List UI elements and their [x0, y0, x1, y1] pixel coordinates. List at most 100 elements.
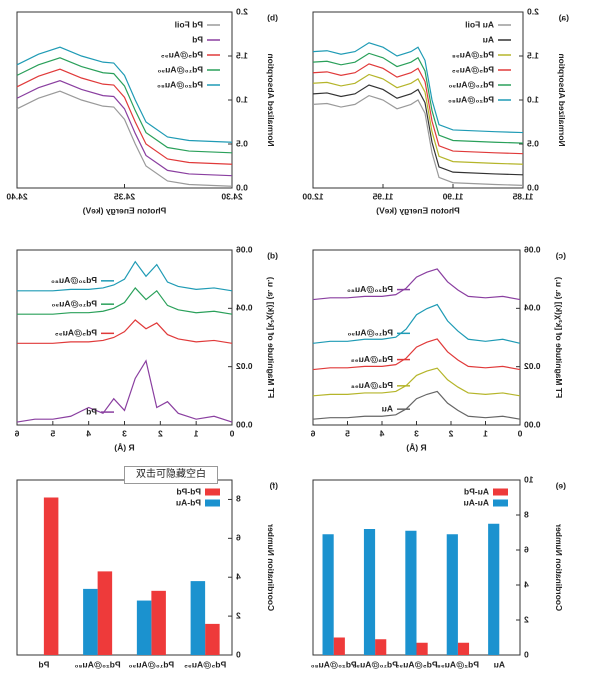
- line-series: [16, 68, 233, 165]
- bar: [136, 600, 152, 655]
- y-tick-label: 1.0: [527, 94, 539, 104]
- legend-swatch: [493, 488, 508, 496]
- line-series: [312, 94, 524, 186]
- x-tick-label: Au: [494, 659, 505, 669]
- mirrored-figure: (a) Normalized Absorption 0.0 0.5 1.0 1.5 2.0 1…: [6, 6, 569, 669]
- legend-label: Pd₂@Au₉₈: [351, 380, 393, 390]
- x-tick-label: Pd₂@Au₉₈: [437, 659, 479, 669]
- legend-label: Pd-Pd: [176, 486, 201, 496]
- x-tick-label: Pd₂₀@Au₈₀: [75, 659, 121, 669]
- bar: [190, 581, 206, 655]
- bar: [333, 637, 345, 655]
- line-series: [312, 73, 524, 165]
- y-tick-label: 1.5: [527, 50, 539, 60]
- panel-label: (f): [269, 480, 278, 490]
- x-tick-label: 24.35: [114, 191, 136, 201]
- y-tick-label: 4: [236, 571, 241, 581]
- line-series: [16, 90, 233, 187]
- y-tick-label: 0.00: [236, 419, 253, 429]
- bar: [97, 571, 113, 655]
- x-tick-label: 5: [50, 428, 55, 438]
- y-axis-title: FT Magnitude of [k²χ(k)] (a. u.): [266, 277, 276, 399]
- y-tick-label: 0: [524, 649, 529, 659]
- legend-label: Au Foil: [465, 19, 494, 29]
- y-tick-label: 0.06: [236, 244, 253, 254]
- panel-label: (d): [267, 250, 278, 260]
- y-tick-label: 0.02: [524, 361, 541, 371]
- y-tick-label: 2: [524, 614, 529, 624]
- y-tick-label: 0: [236, 649, 241, 659]
- y-axis-title: Coordination Number: [266, 523, 276, 611]
- plot-frame: [16, 249, 233, 426]
- legend-label: Pd₅@Au₉₅: [351, 354, 393, 364]
- legend-label: Pd₂@Au₉₈: [452, 49, 494, 59]
- x-tick-label: 24.40: [6, 191, 28, 201]
- x-tick-label: Pd: [38, 659, 49, 669]
- line-series: [312, 63, 524, 155]
- legend-label: Au-Au: [464, 497, 490, 507]
- x-tick-label: Pd₅@Au₉₅: [184, 659, 226, 669]
- tooltip[interactable]: 双击可隐藏空白: [124, 466, 218, 484]
- legend-label: Pd₅@Au₉₅: [452, 64, 494, 74]
- y-tick-label: 1.0: [236, 94, 248, 104]
- bar: [151, 590, 166, 655]
- legend-label: Pd₁₀@Au₉₀: [51, 298, 97, 308]
- y-tick-label: 2.0: [527, 6, 539, 16]
- bar: [457, 642, 470, 655]
- y-tick-label: 6: [524, 544, 529, 554]
- legend-label: Au: [382, 403, 393, 413]
- x-tick-label: 1: [194, 428, 199, 438]
- legend-label: Au-Pd: [464, 486, 489, 496]
- line-series: [312, 303, 521, 344]
- legend-label: Pd₁₀@Au₉₀: [448, 79, 494, 89]
- legend-label: Pd: [86, 406, 97, 416]
- panel-label: (a): [558, 12, 569, 22]
- legend-label: Pd₁₀@Au₉₀: [347, 328, 393, 338]
- x-tick-label: 4: [379, 428, 384, 438]
- legend-label: Pd Foil: [175, 19, 203, 29]
- bar: [405, 530, 417, 655]
- y-tick-label: 0.04: [524, 303, 541, 313]
- legend-label: Pd: [192, 34, 203, 44]
- y-axis-title: Coordination Number: [554, 523, 564, 611]
- legend-swatch: [205, 488, 220, 496]
- line-series: [16, 80, 233, 177]
- line-series: [312, 338, 521, 371]
- legend-label: Pd₂₀@Au₈₀: [347, 284, 393, 294]
- x-axis-title: R (Å): [406, 442, 426, 452]
- x-tick-label: 4: [86, 428, 91, 438]
- legend-label: Pd₂₀@Au₈₀: [157, 79, 203, 89]
- x-tick-label: Pd₁₀@Au₉₀: [352, 659, 398, 669]
- y-tick-label: 10: [524, 474, 534, 484]
- panel-label: (c): [555, 250, 566, 260]
- line-series: [312, 367, 521, 397]
- legend-label: Pd₅@Au₉₅: [161, 49, 203, 59]
- x-tick-label: 5: [345, 428, 350, 438]
- bar: [488, 523, 500, 655]
- y-tick-label: 4: [524, 579, 529, 589]
- x-tick-label: 11.85: [512, 191, 533, 201]
- bar: [416, 642, 428, 655]
- bar: [83, 588, 98, 655]
- line-series: [17, 286, 233, 315]
- x-tick-label: Pd₅@Au₉₅: [395, 659, 437, 669]
- y-tick-label: 1.5: [236, 50, 248, 60]
- x-tick-label: 11.90: [442, 191, 463, 201]
- y-tick-label: 2.0: [236, 6, 248, 16]
- legend-label: Pd₂₀@Au₈₀: [448, 94, 494, 104]
- x-tick-label: 0: [229, 428, 234, 438]
- x-tick-label: 12.00: [302, 191, 324, 201]
- bar: [363, 529, 376, 655]
- x-tick-label: 0: [517, 428, 522, 438]
- bar: [446, 534, 458, 655]
- bar: [375, 639, 387, 655]
- panel-label: (b): [267, 12, 278, 22]
- legend-label: Pd₁₀@Au₉₀: [157, 64, 203, 74]
- x-axis-title: Photon Energy (keV): [83, 205, 167, 215]
- x-tick-label: 3: [122, 428, 127, 438]
- legend-swatch: [205, 499, 220, 507]
- y-axis-title: Normalized Absorption: [266, 53, 276, 146]
- x-tick-label: 24.30: [221, 191, 243, 201]
